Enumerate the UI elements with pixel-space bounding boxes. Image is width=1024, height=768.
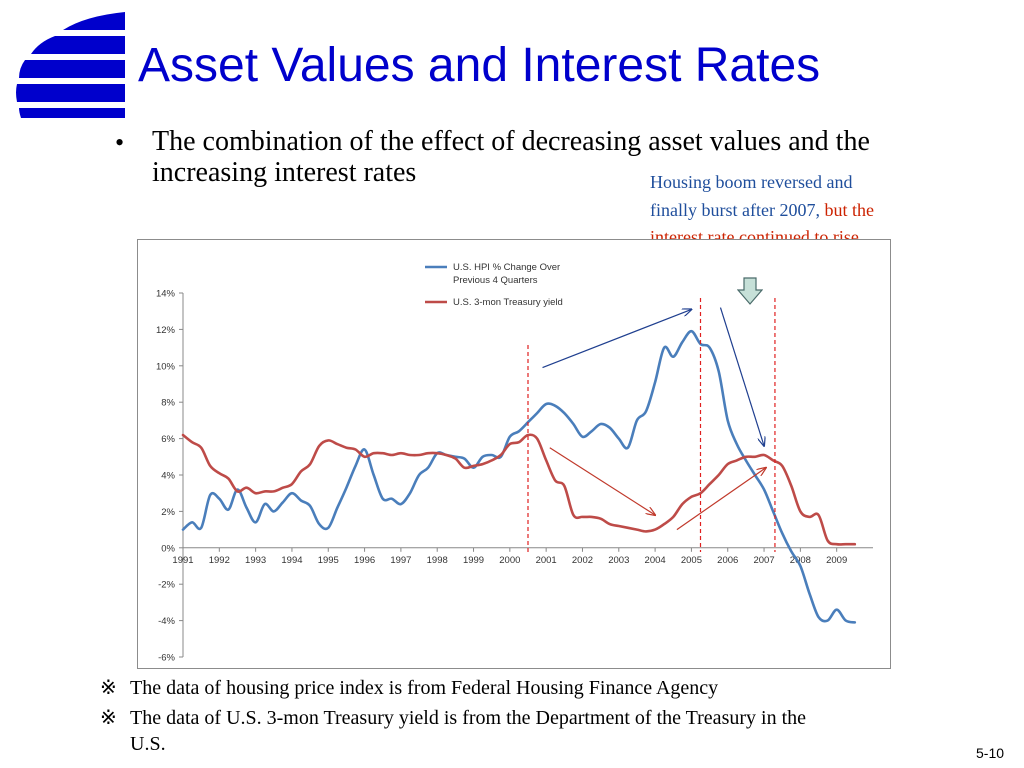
blue-trend-arrow: [542, 309, 692, 369]
line-chart: -6% -4% -2% 0% 2% 4% 6% 8% 10% 12% 14% 1991 1992 1993…: [156, 262, 873, 664]
x-tick-label: 2008: [790, 555, 811, 566]
annotation-blue-text: Housing boom reversed and finally burst …: [650, 172, 853, 220]
x-tick-label: 1991: [172, 555, 193, 566]
x-tick-label: 1993: [245, 555, 266, 566]
x-tick-label: 2007: [753, 555, 774, 566]
note-mark: ※: [100, 677, 117, 699]
note-text-continued: U.S.: [130, 733, 166, 755]
x-tick-label: 2004: [645, 555, 666, 566]
y-tick-label: 0%: [161, 543, 175, 554]
note-text: The data of housing price index is from …: [130, 677, 719, 699]
legend-label-treasury: U.S. 3-mon Treasury yield: [453, 297, 563, 308]
y-tick-label: 12%: [156, 325, 176, 336]
legend-label-hpi: U.S. HPI % Change Over Previous 4 Quarter…: [453, 262, 560, 286]
bullet-marker: •: [115, 128, 125, 157]
slide-number: 5-10: [976, 745, 1005, 761]
logo-icon: [16, 12, 125, 118]
x-tick-label: 1998: [427, 555, 448, 566]
note-text: The data of U.S. 3-mon Treasury yield is…: [130, 707, 806, 729]
y-tick-label: -4%: [158, 616, 175, 627]
y-tick-label: 8%: [161, 398, 175, 409]
x-tick-label: 1999: [463, 555, 484, 566]
x-tick-label: 2005: [681, 555, 702, 566]
chart-series: [181, 329, 857, 624]
source-note-treasury: ※ The data of U.S. 3-mon Treasury yield i…: [100, 705, 1000, 757]
x-tick-label: 1992: [209, 555, 230, 566]
legend-label-line: U.S. HPI % Change Over: [453, 262, 560, 273]
x-tick-label: 1995: [318, 555, 339, 566]
x-tick-label: 2003: [608, 555, 629, 566]
x-tick-label: 2006: [717, 555, 738, 566]
source-note-hpi: ※ The data of housing price index is from…: [100, 675, 1000, 701]
bullet-text: The combination of the effect of decreas…: [152, 126, 870, 188]
chart-ticks: -6% -4% -2% 0% 2% 4% 6% 8% 10% 12% 14% 1991 1992 1993…: [156, 289, 847, 664]
y-tick-label: -6%: [158, 653, 175, 664]
x-tick-label: 2009: [826, 555, 847, 566]
x-tick-label: 2000: [499, 555, 520, 566]
red-trend-arrow: [676, 468, 766, 531]
x-tick-label: 1997: [390, 555, 411, 566]
blue-trend-arrow: [719, 307, 764, 446]
x-tick-label: 1994: [281, 555, 302, 566]
y-tick-label: 6%: [161, 434, 175, 445]
y-tick-label: 14%: [156, 289, 176, 300]
legend-label-line: Previous 4 Quarters: [453, 275, 538, 286]
down-arrow-icon: [737, 277, 763, 305]
chart-annotations: [527, 298, 776, 552]
y-tick-label: 4%: [161, 471, 175, 482]
x-tick-label: 2001: [536, 555, 557, 566]
y-tick-label: -2%: [158, 580, 175, 591]
treasury-series-line: [181, 433, 857, 546]
x-tick-label: 1996: [354, 555, 375, 566]
chart-legend: U.S. HPI % Change Over Previous 4 Quarter…: [425, 262, 563, 308]
page-title: Asset Values and Interest Rates: [138, 39, 821, 92]
x-tick-label: 2002: [572, 555, 593, 566]
chart-frame: -6% -4% -2% 0% 2% 4% 6% 8% 10% 12% 14% 1991 1992 1993…: [137, 239, 891, 669]
red-trend-arrow: [549, 447, 655, 515]
note-mark: ※: [100, 707, 117, 729]
y-tick-label: 2%: [161, 507, 175, 518]
y-tick-label: 10%: [156, 361, 176, 372]
hpi-series-line: [181, 329, 857, 624]
